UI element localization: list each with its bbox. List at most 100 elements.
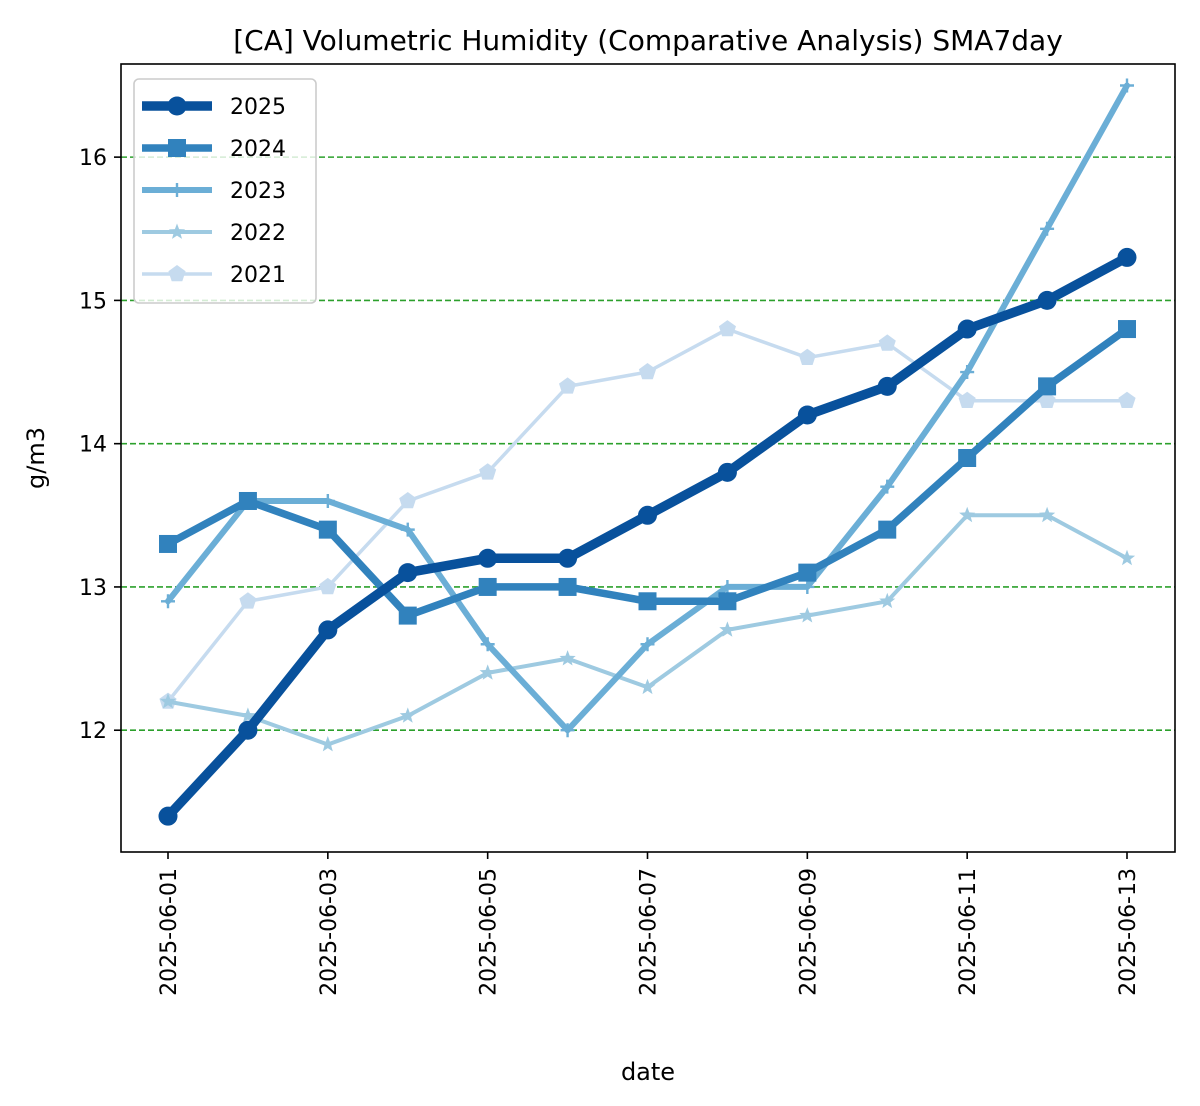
data-point: [638, 505, 657, 525]
data-point: [318, 620, 338, 640]
series-2022: [159, 506, 1136, 752]
data-point: [880, 479, 895, 494]
data-point: [879, 592, 896, 609]
legend-label: 2024: [230, 137, 286, 162]
data-point: [238, 491, 257, 510]
series-2021: [159, 320, 1136, 709]
data-point: [798, 348, 816, 365]
legend-label: 2023: [230, 179, 286, 204]
data-point: [1120, 78, 1134, 93]
data-point: [1118, 549, 1136, 566]
y-tick-label: 15: [79, 289, 107, 314]
data-point: [797, 405, 817, 425]
data-point: [167, 96, 187, 116]
x-axis: 2025-06-01 2025-06-03 2025-06-05 2025-06-07…: [157, 852, 1141, 996]
data-point: [560, 723, 575, 738]
y-tick-label: 14: [79, 433, 107, 458]
series-2024: [159, 320, 1136, 625]
data-point: [1118, 320, 1136, 339]
data-point: [168, 223, 186, 239]
data-point: [1039, 506, 1056, 523]
data-point: [558, 577, 577, 596]
legend-item: 2023: [142, 179, 286, 204]
data-point: [1038, 377, 1057, 396]
data-point: [1117, 247, 1137, 267]
x-axis-label: date: [621, 1058, 675, 1086]
legend-item: 2022: [142, 221, 286, 246]
y-axis: 12 13 14 15 16: [79, 146, 121, 744]
data-point: [319, 736, 336, 752]
data-point: [239, 592, 257, 609]
y-tick-label: 16: [79, 146, 107, 171]
data-point: [1038, 391, 1056, 408]
data-point: [799, 607, 816, 623]
data-point: [170, 183, 184, 197]
x-tick-label: 2025-06-09: [796, 868, 821, 996]
data-point: [718, 320, 736, 337]
data-point: [559, 650, 576, 666]
data-point: [168, 265, 186, 282]
data-point: [479, 664, 496, 680]
data-point: [168, 139, 186, 157]
legend-label: 2025: [230, 95, 286, 120]
y-tick-label: 13: [79, 576, 107, 601]
data-point: [238, 720, 258, 740]
data-point: [878, 520, 897, 539]
data-point: [718, 592, 737, 611]
legend-box: [133, 78, 317, 304]
x-tick-label: 2025-06-01: [157, 868, 182, 996]
data-point: [639, 678, 656, 695]
data-point: [1037, 290, 1057, 310]
legend-label: 2021: [230, 263, 286, 288]
data-point: [958, 391, 976, 408]
plot-series: [158, 78, 1137, 826]
data-point: [640, 637, 655, 652]
data-point: [959, 506, 976, 523]
legend-item: 2024: [142, 137, 286, 162]
data-point: [398, 563, 418, 583]
x-tick-label: 2025-06-07: [637, 868, 662, 996]
data-point: [398, 606, 417, 625]
data-point: [559, 377, 577, 394]
data-point: [717, 462, 737, 482]
y-axis-label: g/m3: [22, 427, 50, 489]
data-point: [399, 707, 416, 723]
x-tick-label: 2025-06-11: [956, 868, 981, 996]
data-point: [1118, 391, 1136, 408]
data-point: [159, 693, 177, 709]
data-point: [877, 376, 897, 396]
data-point: [720, 579, 735, 594]
legend: 2025 2024 2023 2022 2021: [133, 78, 317, 304]
data-point: [159, 534, 177, 553]
data-point: [319, 577, 337, 595]
chart-title: [CA] Volumetric Humidity (Comparative An…: [233, 24, 1063, 57]
data-point: [558, 548, 578, 568]
data-point: [318, 520, 337, 539]
data-point: [478, 548, 498, 568]
data-point: [638, 363, 657, 380]
data-point: [320, 493, 335, 508]
data-point: [638, 592, 657, 611]
data-point: [957, 319, 977, 339]
data-point: [798, 563, 817, 582]
data-point: [400, 522, 415, 537]
data-point: [478, 577, 497, 596]
legend-label: 2022: [230, 221, 286, 246]
data-point: [719, 621, 736, 637]
data-point: [479, 463, 497, 480]
data-point: [161, 594, 175, 609]
data-point: [158, 806, 178, 826]
x-tick-label: 2025-06-05: [477, 868, 502, 996]
data-point: [800, 579, 815, 594]
data-point: [1040, 221, 1055, 236]
legend-item: 2025: [142, 95, 286, 120]
data-point: [399, 492, 417, 509]
legend-item: 2021: [142, 263, 286, 288]
data-point: [239, 707, 256, 723]
series-line: [166, 513, 1129, 747]
y-tick-label: 12: [79, 719, 107, 744]
data-point: [960, 365, 975, 380]
x-tick-label: 2025-06-03: [317, 868, 342, 996]
data-point: [878, 334, 896, 351]
